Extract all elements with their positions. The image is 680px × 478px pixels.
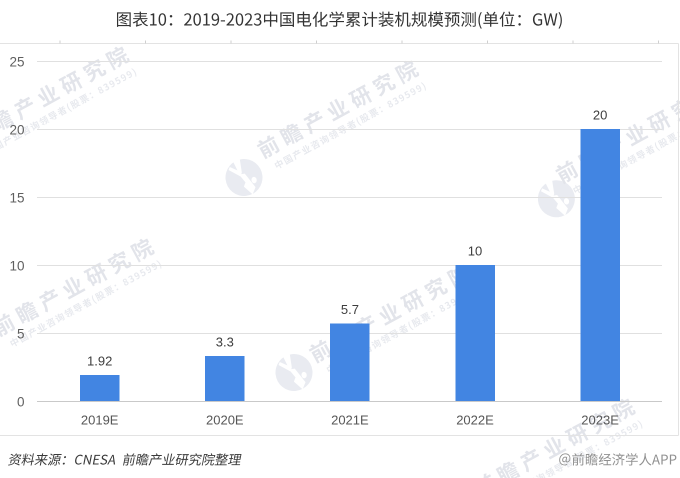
svg-text:2020E: 2020E [206,412,244,427]
svg-text:5.7: 5.7 [341,302,359,317]
svg-text:2021E: 2021E [331,412,369,427]
svg-text:2019E: 2019E [81,412,119,427]
svg-text:2022E: 2022E [456,412,494,427]
svg-text:5: 5 [17,326,25,341]
svg-text:20: 20 [593,108,607,123]
svg-text:20: 20 [9,122,24,137]
svg-text:2023E: 2023E [581,412,619,427]
svg-text:1.92: 1.92 [87,353,112,368]
svg-text:3.3: 3.3 [216,335,234,350]
svg-text:15: 15 [9,190,24,205]
svg-text:0: 0 [17,394,25,409]
svg-text:25: 25 [9,54,24,69]
svg-text:10: 10 [9,258,24,273]
svg-text:10: 10 [468,244,482,259]
